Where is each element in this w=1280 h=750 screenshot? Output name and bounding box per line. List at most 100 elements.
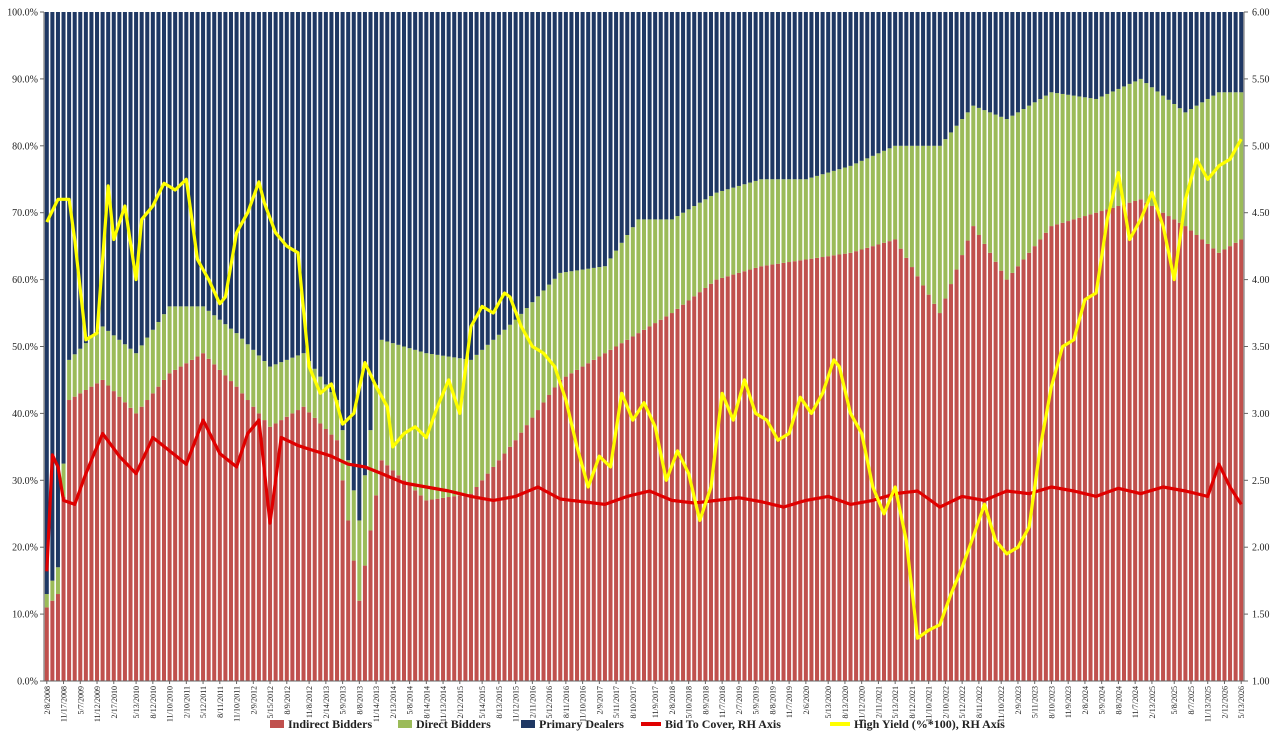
bar-direct (798, 179, 803, 261)
bar-primary-dealers (167, 12, 172, 307)
bar-indirect (1010, 272, 1015, 681)
bar-primary-dealers (831, 12, 836, 171)
bar-indirect (1144, 202, 1149, 682)
bar-indirect (586, 363, 591, 681)
bar-primary-dealers (206, 12, 211, 311)
bar-direct (161, 314, 167, 380)
bar-primary-dealers (926, 12, 931, 146)
bar-indirect (597, 356, 602, 681)
x-tick-label: 11/12/2020 (858, 686, 867, 722)
bar-direct (89, 337, 94, 387)
bar-primary-dealers (530, 12, 535, 303)
bar-primary-dealers (965, 12, 970, 113)
bar-primary-dealers (1060, 12, 1065, 94)
bar-indirect (1233, 242, 1238, 681)
bar-indirect (111, 391, 116, 681)
x-tick-label: 8/13/2020 (841, 686, 850, 718)
bar-indirect (156, 386, 161, 681)
bar-direct (664, 219, 669, 317)
bar-direct (167, 306, 172, 374)
bar-primary-dealers (1200, 12, 1205, 103)
bar-indirect (876, 244, 881, 682)
x-tick-label: 2/12/2015 (456, 686, 465, 718)
bar-direct (1015, 112, 1020, 267)
bar-indirect (770, 264, 775, 681)
bar-indirect (1166, 216, 1171, 682)
bar-primary-dealers (971, 12, 976, 106)
bar-primary-dealers (664, 12, 669, 220)
bar-indirect (641, 329, 647, 681)
bar-indirect (234, 386, 239, 681)
bar-primary-dealers (251, 12, 256, 350)
bar-primary-dealers (692, 12, 697, 207)
bar-indirect (457, 495, 462, 681)
x-tick-label: 8/10/2017 (629, 686, 638, 718)
bar-direct (1161, 95, 1166, 213)
bar-direct (78, 348, 83, 394)
bar-primary-dealers (608, 12, 613, 259)
bar-indirect (61, 497, 66, 681)
bar-direct (1233, 92, 1238, 243)
bar-indirect (993, 261, 998, 681)
bar-direct (206, 310, 211, 359)
bar-primary-dealers (597, 12, 602, 268)
bar-indirect (161, 379, 167, 681)
bar-indirect (1211, 248, 1216, 681)
bar-indirect (374, 495, 379, 681)
bar-indirect (357, 600, 362, 681)
bar-direct (865, 158, 870, 248)
bid-to-cover-line (45, 418, 1243, 572)
bar-direct (234, 333, 239, 387)
bar-direct (898, 145, 903, 249)
bar-primary-dealers (865, 12, 870, 159)
bar-primary-dealers (641, 12, 647, 220)
bar-direct (753, 180, 758, 268)
bar-primary-dealers (195, 12, 200, 307)
bar-direct (374, 384, 379, 496)
bar-direct (1038, 98, 1043, 240)
left-tick-label: 70.0% (12, 208, 38, 219)
bar-direct (295, 355, 300, 411)
bar-indirect (870, 246, 875, 681)
bar-indirect (1060, 222, 1065, 682)
bar-primary-dealers (374, 12, 379, 385)
bar-primary-dealers (441, 12, 446, 356)
bar-indirect (558, 379, 563, 681)
bar-primary-dealers (563, 12, 568, 273)
left-tick-label: 60.0% (12, 275, 38, 286)
bar-indirect (965, 240, 970, 681)
bar-primary-dealers (921, 12, 926, 146)
bar-indirect (201, 353, 206, 681)
bar-primary-dealers (820, 12, 825, 175)
bar-indirect (1138, 199, 1143, 681)
bar-primary-dealers (982, 12, 987, 111)
bar-indirect (134, 413, 139, 681)
bar-primary-dealers (809, 12, 814, 178)
bar-direct (1082, 97, 1087, 217)
bar-indirect (429, 499, 434, 681)
bar-direct (184, 306, 189, 364)
plot-area (44, 12, 1244, 682)
bar-primary-dealers (731, 12, 736, 188)
bar-primary-dealers (999, 12, 1004, 117)
bar-primary-dealers (792, 12, 797, 180)
bar-indirect (240, 393, 245, 681)
bar-primary-dealers (262, 12, 267, 361)
bar-indirect (519, 432, 524, 681)
bar-primary-dealers (1094, 12, 1099, 99)
left-tick-label: 20.0% (12, 543, 38, 554)
bar-indirect (647, 326, 652, 681)
bar-primary-dealers (396, 12, 401, 345)
bar-primary-dealers (1239, 12, 1244, 93)
bar-direct (742, 184, 747, 272)
bar-indirect (301, 406, 306, 681)
bar-direct (608, 258, 613, 350)
bar-primary-dealers (580, 12, 585, 270)
bar-direct (714, 192, 719, 280)
right-tick-label: 5.00 (1252, 141, 1270, 152)
bar-indirect (329, 434, 334, 681)
bar-primary-dealers (887, 12, 892, 149)
x-tick-label: 11/10/2016 (579, 686, 588, 722)
bar-direct (228, 328, 233, 382)
bar-primary-dealers (189, 12, 194, 307)
